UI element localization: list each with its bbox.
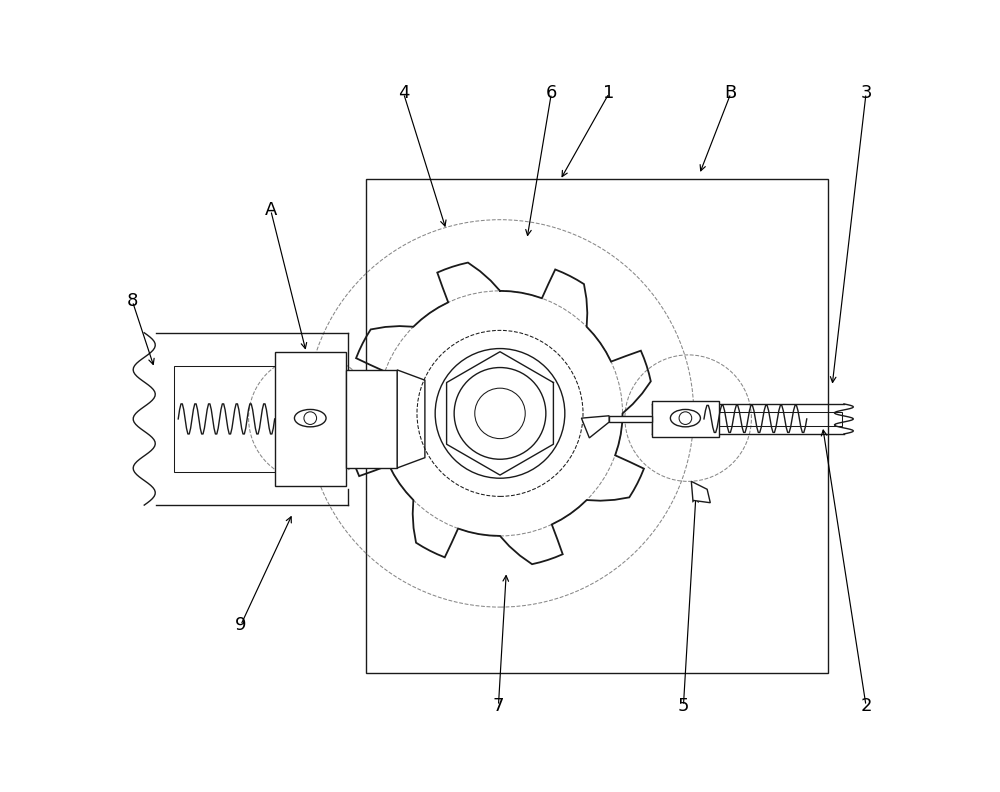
- Polygon shape: [397, 370, 425, 468]
- Bar: [652, 412, 842, 426]
- Ellipse shape: [294, 409, 326, 427]
- Polygon shape: [346, 370, 397, 468]
- Bar: [366, 178, 828, 672]
- Text: A: A: [265, 201, 277, 219]
- Polygon shape: [691, 482, 710, 503]
- Bar: [652, 401, 719, 437]
- Text: 1: 1: [603, 84, 615, 102]
- Text: 6: 6: [546, 84, 557, 102]
- Bar: [174, 366, 317, 472]
- Polygon shape: [581, 416, 609, 438]
- Bar: [275, 352, 346, 486]
- Text: B: B: [725, 84, 737, 102]
- Text: 8: 8: [127, 292, 138, 310]
- Text: 4: 4: [398, 84, 409, 102]
- Text: 2: 2: [860, 697, 872, 715]
- Text: 9: 9: [235, 616, 246, 634]
- Text: 7: 7: [493, 697, 504, 715]
- Ellipse shape: [670, 409, 700, 427]
- Text: 3: 3: [860, 84, 872, 102]
- Polygon shape: [609, 416, 652, 422]
- Text: 5: 5: [678, 697, 689, 715]
